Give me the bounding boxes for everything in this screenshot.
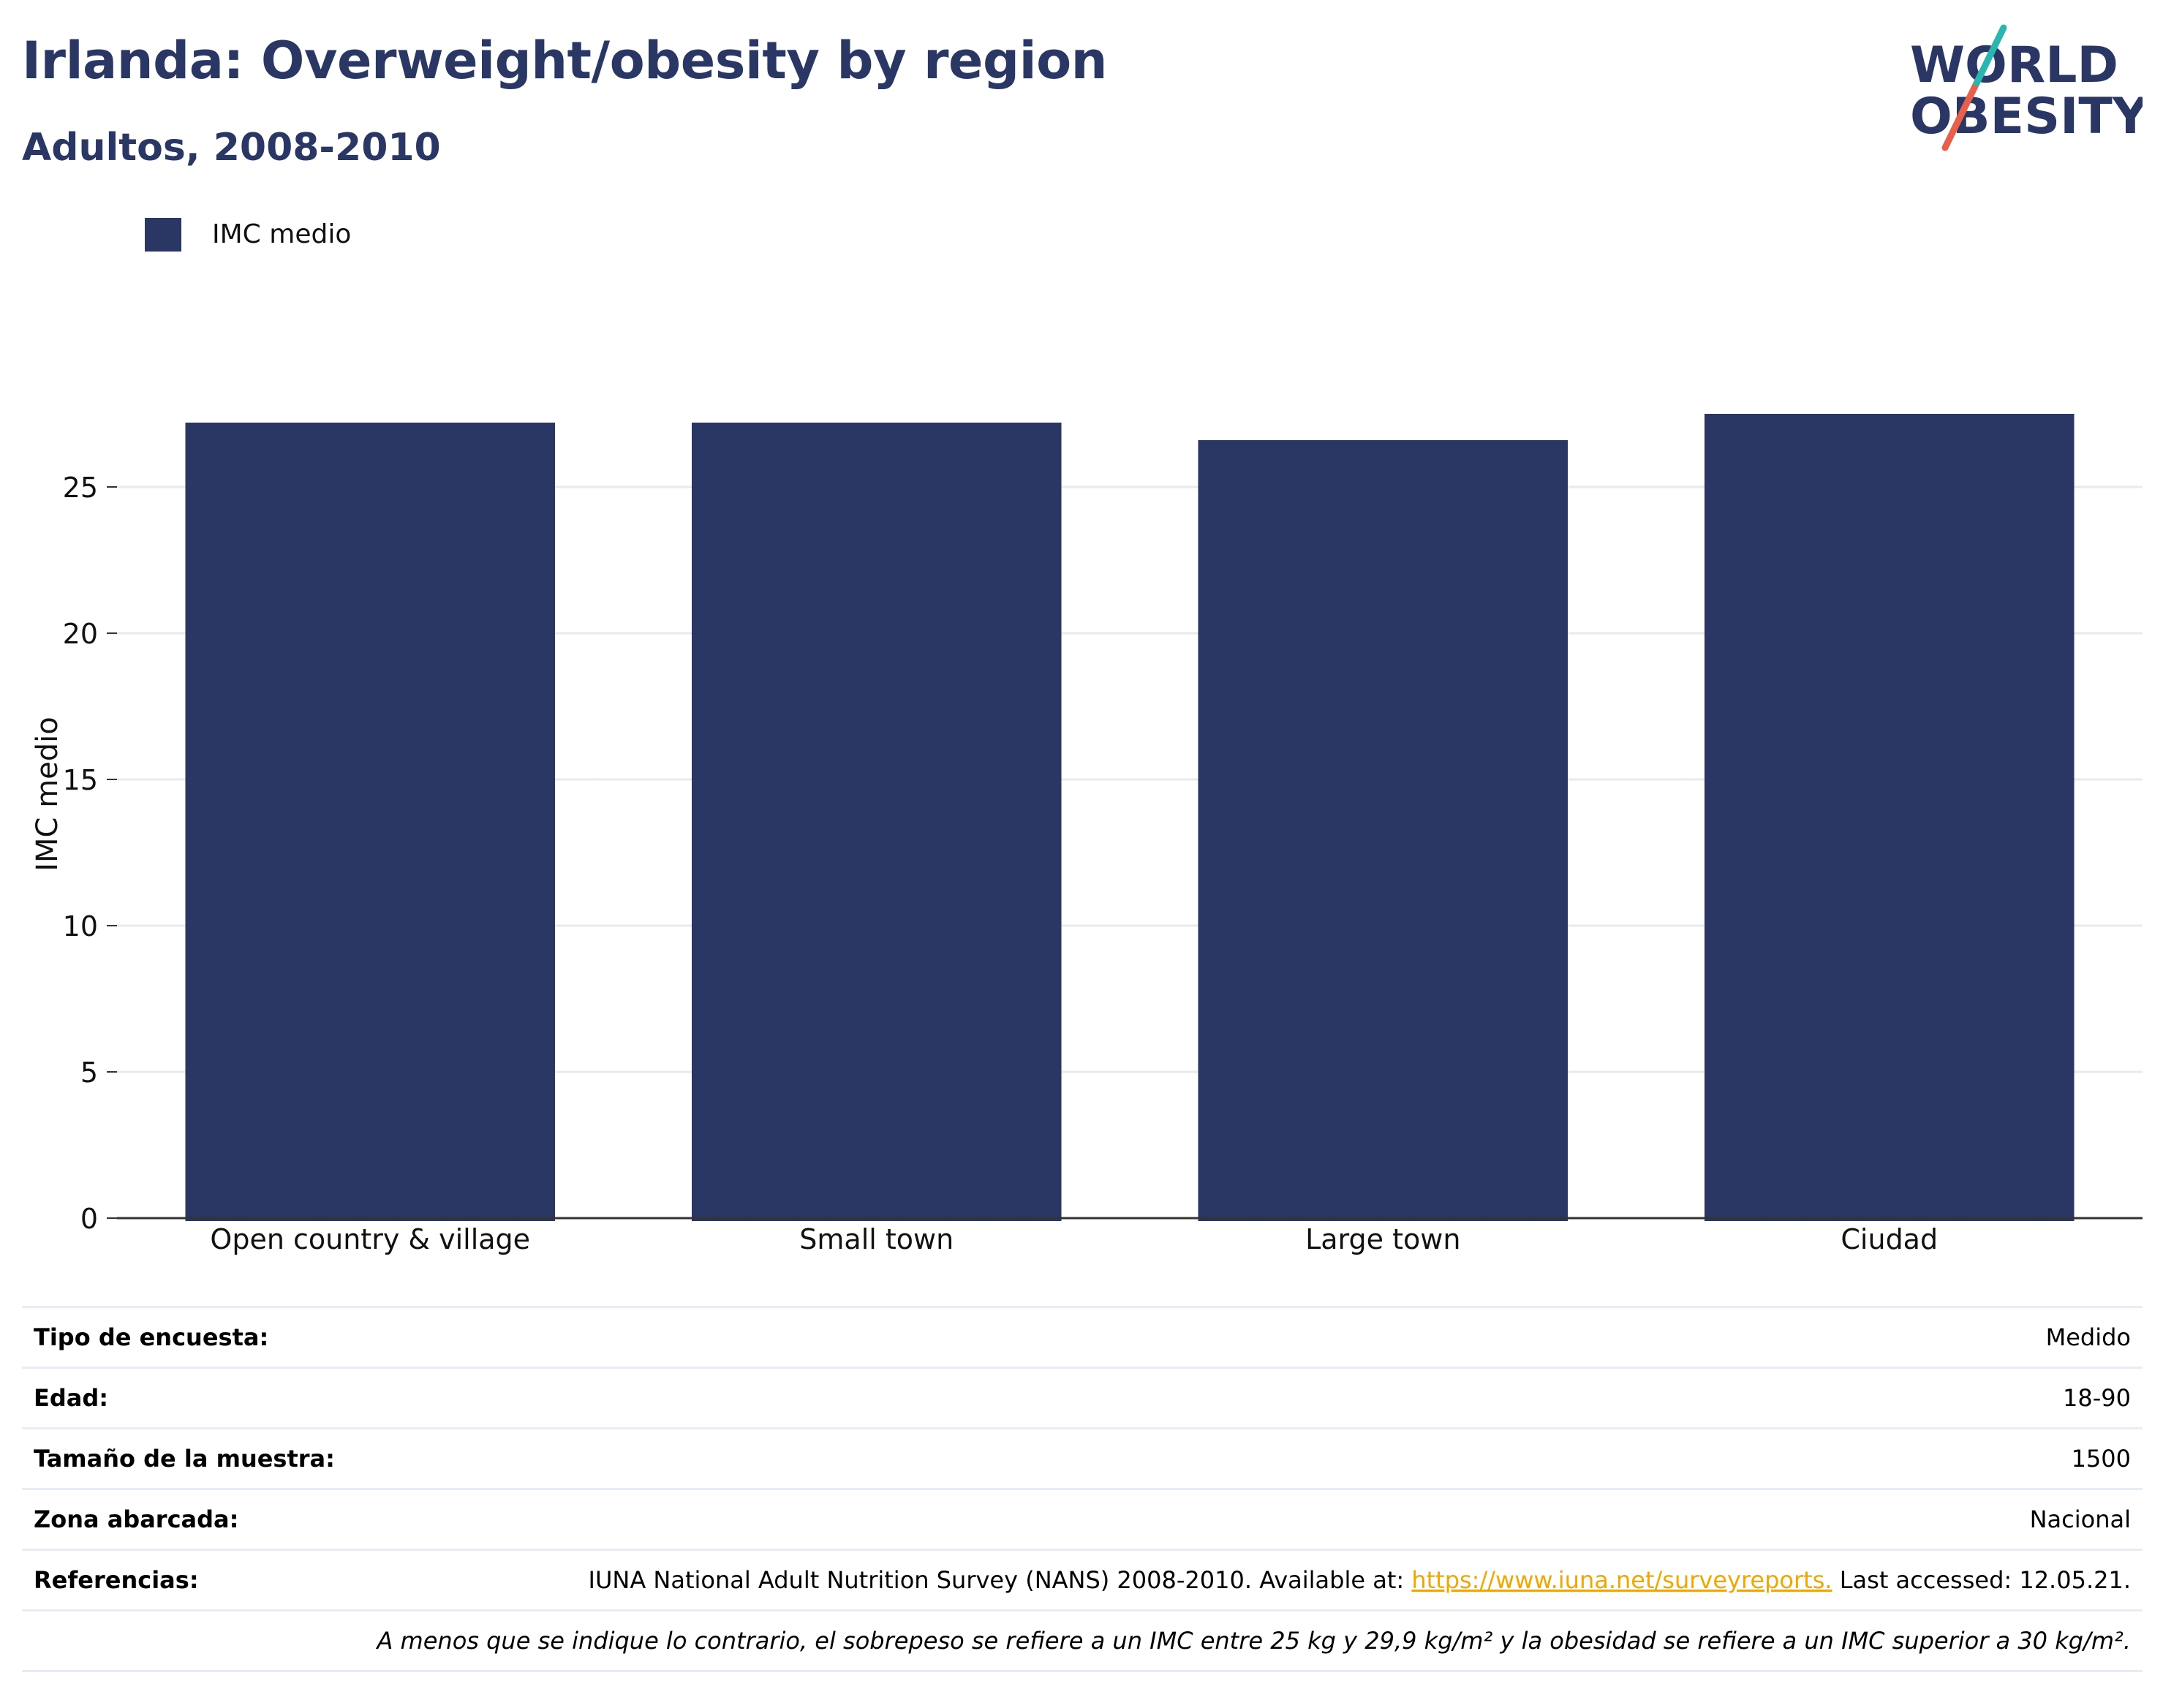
info-value: Nacional [385, 1488, 2143, 1550]
bar[interactable] [691, 423, 1062, 1221]
references-value: IUNA National Adult Nutrition Survey (NA… [385, 1549, 2143, 1611]
info-row: Tipo de encuesta: Medido [22, 1306, 2143, 1368]
chart-title: Irlanda: Overweight/obesity by region [22, 31, 1108, 91]
x-tick-label: Ciudad [1841, 1223, 1938, 1255]
info-row: Tamaño de la muestra: 1500 [22, 1427, 2143, 1489]
info-value: Medido [385, 1306, 2143, 1368]
info-key: Zona abarcada: [22, 1488, 386, 1550]
logo-slash-bottom [1941, 84, 1978, 151]
info-key: Tipo de encuesta: [22, 1306, 386, 1368]
y-axis-label: IMC medio [31, 717, 64, 872]
y-tick-label: 15 [63, 764, 98, 796]
bar-chart: 0 5 10 15 20 25 Open country & village Small t… [31, 414, 2143, 1255]
logo-line1: WORLD [1910, 37, 2118, 94]
y-axis-ticks: 0 5 10 15 20 25 [63, 472, 117, 1235]
references-text-after: Last accessed: 12.05.21. [1832, 1566, 2131, 1594]
bar[interactable] [1704, 414, 2075, 1221]
references-row: Referencias: IUNA National Adult Nutriti… [22, 1549, 2143, 1611]
y-tick-label: 20 [63, 618, 98, 650]
footnote: A menos que se indique lo contrario, el … [22, 1609, 2143, 1672]
y-tick-label: 10 [63, 910, 98, 942]
y-tick-label: 5 [80, 1057, 98, 1089]
y-tick-label: 25 [63, 472, 98, 504]
x-tick-label: Large town [1305, 1223, 1460, 1255]
y-tick-label: 0 [80, 1203, 98, 1235]
chart-subtitle: Adultos, 2008-2010 [22, 126, 441, 170]
references-key: Referencias: [22, 1549, 386, 1611]
info-key: Tamaño de la muestra: [22, 1427, 386, 1489]
survey-info-table: Tipo de encuesta: Medido Edad: 18-90 Tam… [22, 1306, 2143, 1672]
x-tick-label: Small town [799, 1223, 954, 1255]
legend-swatch [145, 218, 181, 252]
world-obesity-logo: WORLD OBESITY [1910, 24, 2143, 151]
info-value: 18-90 [385, 1367, 2143, 1429]
info-row: Edad: 18-90 [22, 1367, 2143, 1429]
bars [185, 414, 2075, 1221]
bar[interactable] [185, 423, 556, 1221]
references-link[interactable]: https://www.iuna.net/surveyreports. [1411, 1566, 1832, 1594]
footnote-row: A menos que se indique lo contrario, el … [22, 1609, 2143, 1672]
logo-slash-top [1971, 24, 2007, 91]
references-text-before: IUNA National Adult Nutrition Survey (NA… [588, 1566, 1412, 1594]
info-key: Edad: [22, 1367, 386, 1429]
info-row: Zona abarcada: Nacional [22, 1488, 2143, 1550]
x-axis-ticks: Open country & village Small town Large to… [210, 1223, 1938, 1255]
info-value: 1500 [385, 1427, 2143, 1489]
legend-label: IMC medio [212, 219, 352, 249]
x-tick-label: Open country & village [210, 1223, 530, 1255]
bar[interactable] [1198, 440, 1569, 1221]
